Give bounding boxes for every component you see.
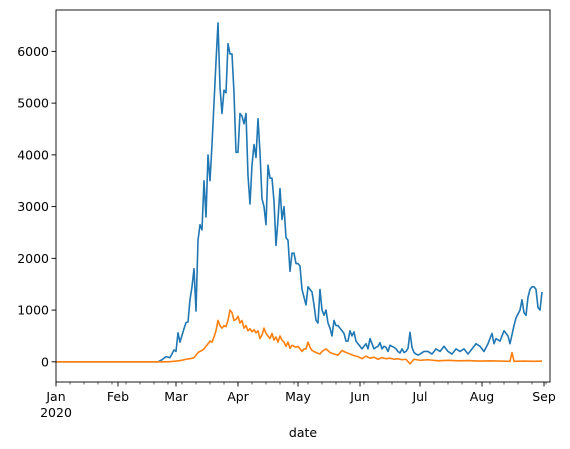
x-tick-label: Apr bbox=[227, 389, 249, 404]
x-tick-label: Feb bbox=[107, 389, 129, 404]
x-tick-label: Jul bbox=[411, 389, 427, 404]
x-tick-sublabel: 2020 bbox=[40, 405, 72, 420]
y-tick-label: 2000 bbox=[17, 251, 49, 266]
y-tick-label: 4000 bbox=[17, 147, 49, 162]
x-tick-label: Jan bbox=[45, 389, 65, 404]
x-axis-title: date bbox=[289, 425, 317, 440]
y-tick-label: 3000 bbox=[17, 199, 49, 214]
x-tick-label: Mar bbox=[164, 389, 188, 404]
y-tick-label: 5000 bbox=[17, 96, 49, 111]
y-axis: 0 1000 2000 3000 4000 5000 6000 bbox=[17, 44, 56, 369]
y-tick-label: 6000 bbox=[17, 44, 49, 59]
series-line-2 bbox=[56, 309, 543, 365]
x-tick-label: Aug bbox=[470, 389, 494, 404]
x-tick-label: Jun bbox=[349, 389, 370, 404]
plot-area-frame bbox=[55, 9, 551, 383]
series-line-1 bbox=[56, 22, 543, 363]
x-tick-label: Sep bbox=[532, 389, 556, 404]
y-tick-label: 1000 bbox=[17, 303, 49, 318]
x-tick-label: May bbox=[285, 389, 311, 404]
series-layer bbox=[56, 22, 543, 365]
y-tick-label: 0 bbox=[41, 354, 49, 369]
